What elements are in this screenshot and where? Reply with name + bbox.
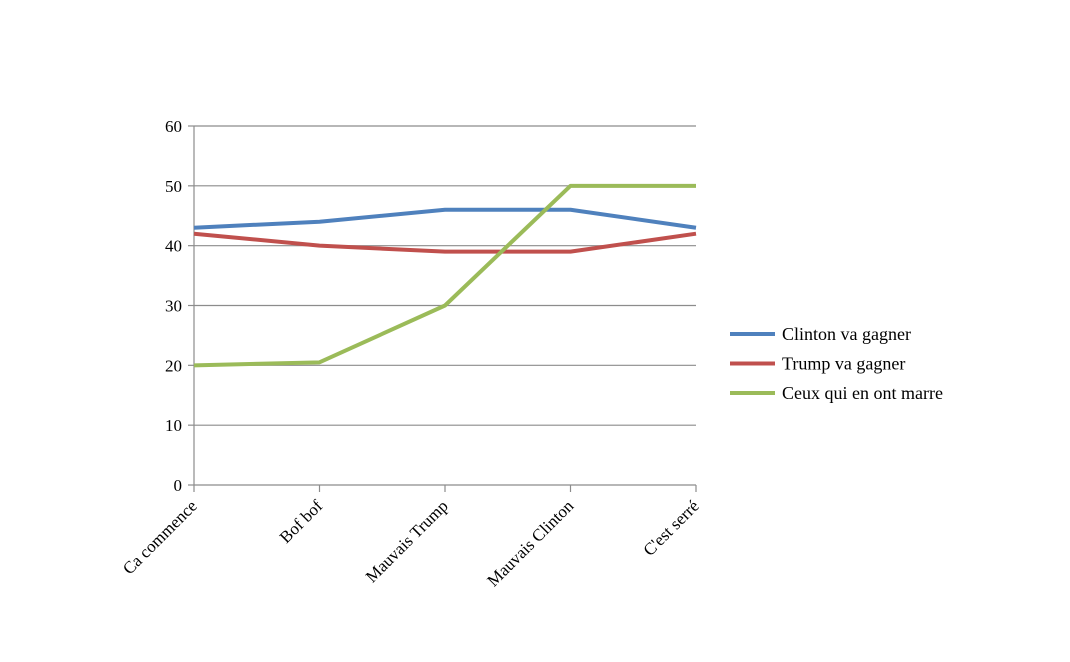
x-axis-ticks: Ca commence Bof bof Mauvais Trump Mauvais C… — [119, 485, 703, 590]
series-lines — [193, 183, 697, 368]
y-tick-label: 40 — [165, 237, 182, 256]
y-axis-ticks: 0 10 20 30 40 50 60 — [165, 117, 194, 495]
legend-label-3: Ceux qui en ont marre — [782, 383, 943, 403]
x-tick-label: Mauvais Trump — [362, 496, 452, 586]
series-line-2 — [193, 231, 697, 254]
y-tick-label: 50 — [165, 177, 182, 196]
legend-label-2: Trump va gagner — [782, 354, 905, 374]
y-tick-label: 30 — [165, 297, 182, 316]
x-tick-label: Mauvais Clinton — [483, 496, 577, 590]
series-line-3 — [193, 183, 696, 368]
y-tick-label: 20 — [165, 356, 182, 375]
legend-label-1: Clinton va gagner — [782, 324, 911, 344]
y-tick-label: 60 — [165, 117, 182, 136]
x-tick-label: C'est serré — [639, 496, 702, 559]
x-tick-label: Ca commence — [119, 496, 201, 578]
x-tick-label: Bof bof — [276, 496, 327, 547]
series-line-1 — [193, 207, 697, 230]
gridlines — [194, 125, 696, 426]
y-tick-label: 10 — [165, 416, 182, 435]
y-tick-label: 0 — [174, 476, 183, 495]
legend: Clinton va gagner Trump va gagner Ceux qui… — [730, 324, 943, 403]
